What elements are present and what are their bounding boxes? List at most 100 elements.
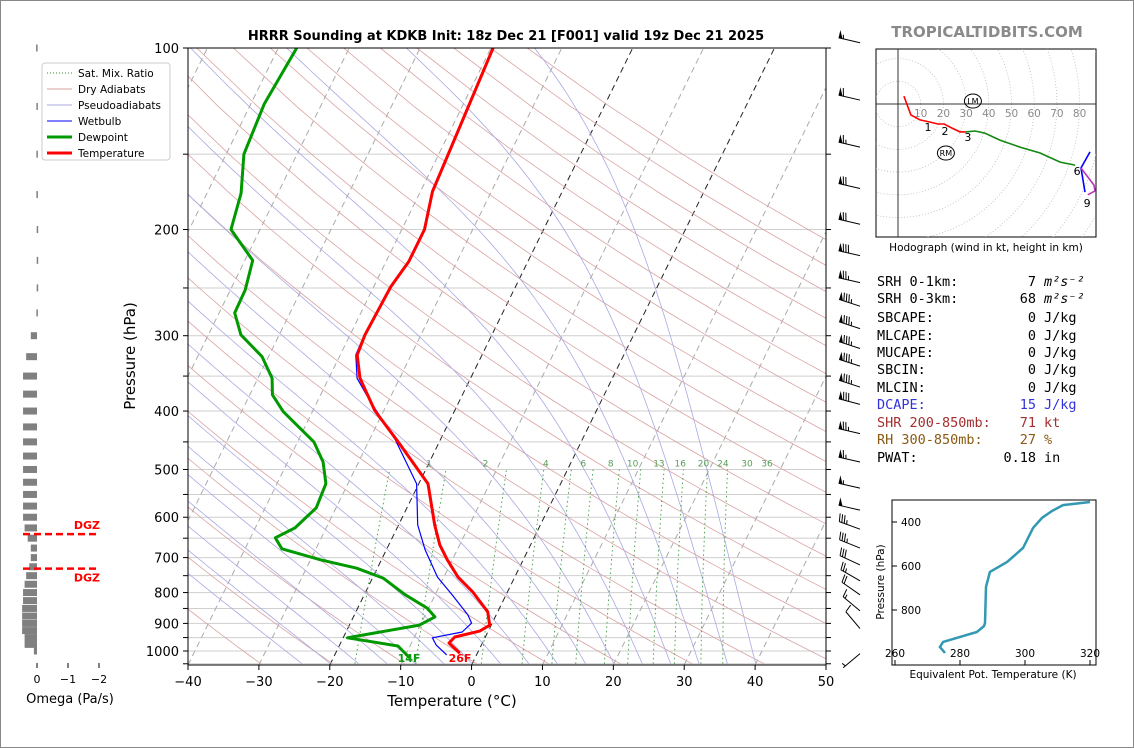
- stat-value: 0: [1028, 310, 1036, 326]
- legend-label: Sat. Mix. Ratio: [78, 68, 154, 80]
- barb-flag: [841, 532, 844, 541]
- omega-panel: 0 −1 −2 DGZ DGZ: [22, 44, 107, 686]
- omega-tick-label: −1: [60, 673, 76, 686]
- theta-e-y-tick-label: 800: [901, 605, 921, 617]
- x-tick-label: −40: [174, 675, 201, 690]
- barb-pennant: [838, 175, 843, 185]
- barb-pennant: [838, 30, 843, 39]
- mixing-ratio-label: 10: [627, 459, 639, 469]
- wind-barb: [842, 589, 861, 612]
- stat-label: SBCIN:: [877, 362, 926, 378]
- omega-bar: [22, 604, 37, 612]
- wind-barb: [838, 351, 861, 367]
- omega-bar: [23, 589, 37, 597]
- omega-bar: [33, 647, 37, 655]
- stat-label: SRH 0-1km:: [877, 274, 958, 290]
- dry-adiabat: [188, 114, 826, 557]
- hodograph-caption: Hodograph (wind in kt, height in km): [889, 242, 1083, 254]
- stat-row: MUCAPE: 0 J/kg: [877, 345, 1077, 361]
- mixing-ratio-line: [480, 469, 507, 664]
- mixing-ratio-label: 6: [580, 459, 586, 469]
- barb-pennant: [839, 372, 843, 382]
- x-tick-label: 20: [605, 675, 622, 690]
- barb-pennant: [838, 475, 843, 485]
- dry-adiabat: [188, 194, 826, 625]
- omega-bar: [23, 372, 37, 380]
- barb-flag: [848, 336, 850, 345]
- barb-pennant: [838, 497, 843, 507]
- stat-label: SBCAPE:: [877, 310, 934, 326]
- x-tick-label: 0: [467, 675, 475, 690]
- theta-e-y-tick-label: 600: [901, 561, 921, 573]
- barb-flag: [843, 352, 845, 361]
- stat-row: SBCAPE: 0 J/kg: [877, 310, 1077, 326]
- stat-unit: kt: [1044, 415, 1060, 431]
- barb-flag: [844, 549, 847, 558]
- legend-label: Dry Adiabats: [78, 84, 146, 96]
- dry-adiabat: [416, 48, 826, 319]
- stat-value: 0: [1028, 380, 1036, 396]
- mixing-ratio-label: 1: [426, 459, 432, 469]
- barb-flag: [845, 374, 848, 383]
- mixing-ratio-line: [673, 469, 684, 664]
- hodograph-trace: [1080, 167, 1096, 196]
- pseudoadiabat: [188, 251, 586, 664]
- barb-shaft: [838, 183, 861, 189]
- hodograph-frame: [875, 48, 1097, 238]
- barb-flag: [842, 589, 848, 597]
- wind-barb: [838, 334, 861, 349]
- mixing-ratio-label: 4: [543, 459, 549, 469]
- stat-value: 0: [1028, 362, 1036, 378]
- omega-bar: [36, 284, 39, 292]
- y-tick-label: 1000: [146, 645, 179, 660]
- temperature-line: [355, 48, 495, 655]
- mixing-ratio-line: [575, 469, 594, 664]
- barb-flag: [848, 375, 850, 384]
- pseudoadiabat: [188, 300, 558, 665]
- dry-adiabat: [188, 320, 693, 665]
- stat-row: DCAPE: 15 J/kg: [877, 397, 1077, 413]
- omega-bar: [23, 452, 37, 460]
- theta-e-x-tick-label: 260: [885, 648, 905, 660]
- x-axis-title: Temperature (°C): [386, 692, 516, 710]
- wind-barb: [845, 604, 861, 629]
- mixing-ratio-line: [722, 469, 728, 664]
- hodograph-height-label: 2: [941, 125, 948, 138]
- omega-bar: [23, 390, 37, 398]
- stat-value: 27: [1020, 432, 1036, 448]
- wind-barb: [839, 531, 861, 549]
- isotherm: [188, 48, 421, 522]
- wind-barbs: [838, 30, 861, 669]
- barb-shaft: [838, 482, 861, 489]
- hodograph-ring-label: 10: [914, 108, 927, 120]
- dry-adiabat: [196, 48, 826, 493]
- wind-barb: [838, 372, 861, 388]
- wind-barb: [838, 497, 861, 511]
- dry-adiabat: [188, 410, 549, 665]
- x-tick-label: 30: [676, 675, 693, 690]
- y-tick-label: 500: [154, 463, 179, 478]
- barb-flag: [843, 515, 846, 524]
- y-tick-label: 100: [154, 42, 179, 57]
- skew-t-background: 1 2 4 6 8 10 13 16 20 24 30 36: [188, 48, 826, 665]
- mixing-ratio-label: 20: [698, 459, 710, 469]
- pseudoadiabat: [188, 125, 643, 664]
- theta-e-content: [938, 500, 1091, 654]
- barb-flag: [845, 604, 852, 613]
- omega-bar: [23, 438, 37, 446]
- wind-barb: [838, 211, 861, 225]
- barb-half-flag: [844, 594, 848, 599]
- barb-flag: [843, 575, 848, 584]
- stat-row: MLCIN: 0 J/kg: [877, 380, 1077, 396]
- hodograph-ring-label: 50: [1005, 108, 1018, 120]
- theta-e-frame: [891, 499, 1097, 666]
- stat-value: 7: [1028, 274, 1036, 290]
- barb-pennant: [838, 449, 843, 458]
- stats-panel: SRH 0-1km: 7 m²s⁻² SRH 0-3km: 68 m²s⁻² SBCAPE:…: [877, 274, 1085, 466]
- barb-flag: [840, 561, 844, 570]
- stat-row: SRH 0-3km: 68 m²s⁻²: [877, 291, 1085, 307]
- dry-adiabat: [188, 608, 262, 665]
- stat-row: PWAT: 0.18 in: [877, 450, 1060, 466]
- pseudoadiabat: [188, 445, 445, 665]
